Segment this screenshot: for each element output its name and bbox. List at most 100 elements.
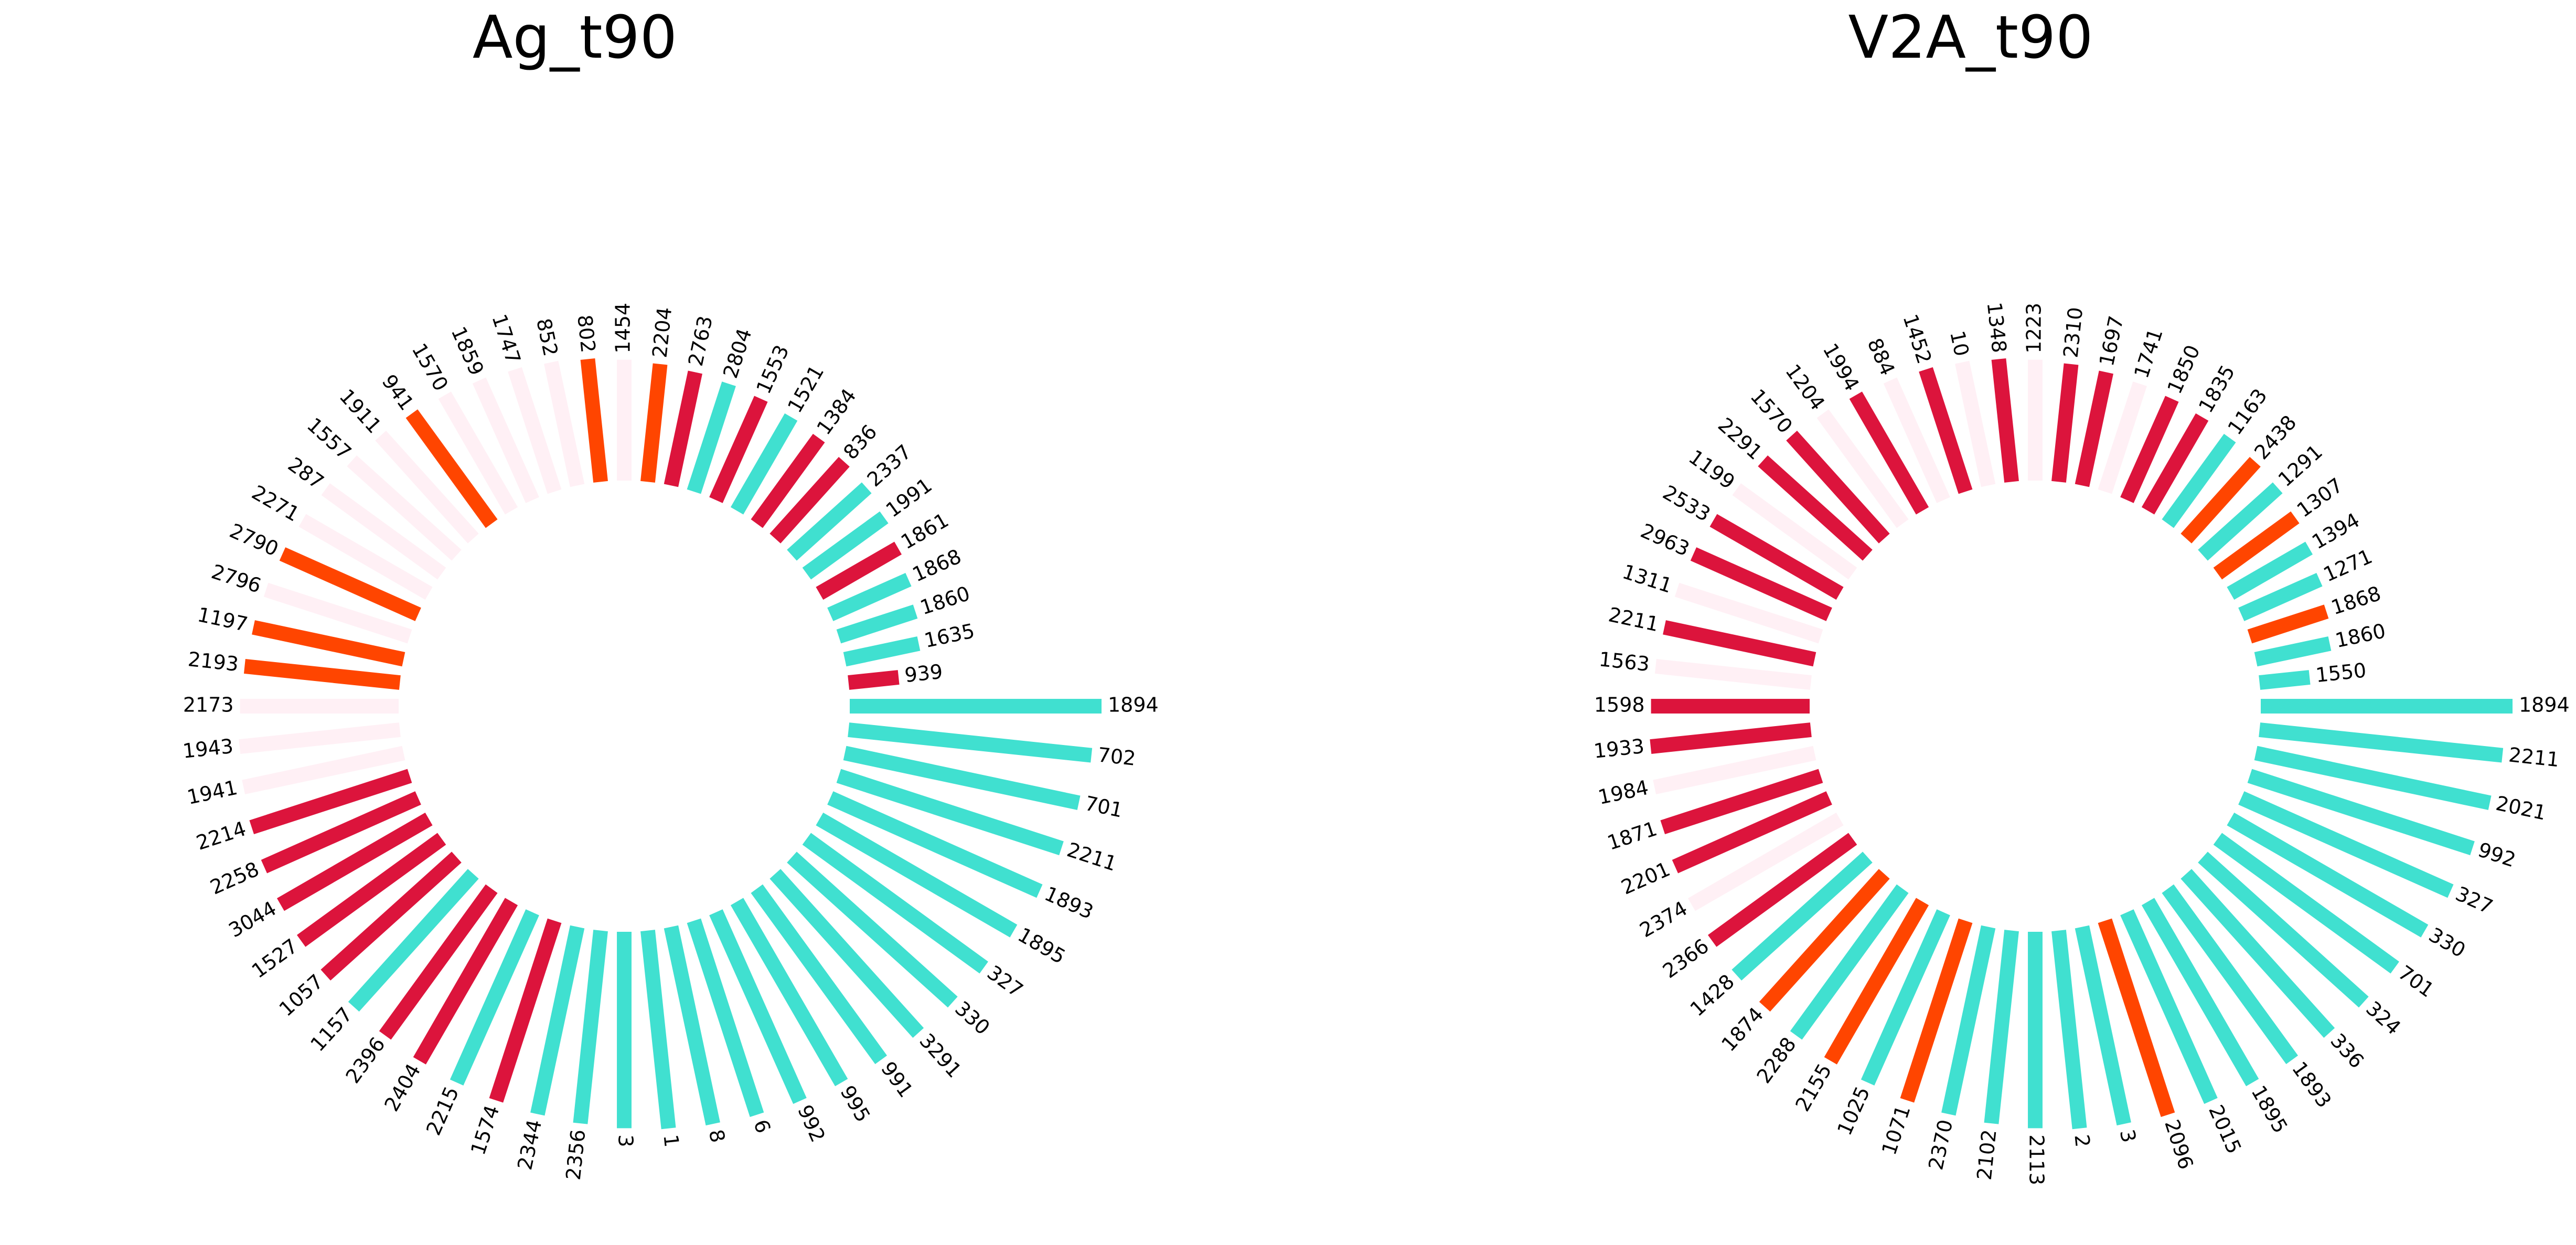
bar: [2141, 898, 2259, 1087]
bar-label: 1348: [1983, 301, 2011, 354]
bar: [709, 396, 768, 503]
bar: [2227, 812, 2429, 938]
bar: [1672, 791, 1832, 874]
bar-label: 1598: [1594, 694, 1645, 717]
bar: [544, 360, 585, 487]
chart-title: V2A_t90: [1848, 4, 2093, 72]
bar: [298, 514, 433, 600]
bar: [802, 833, 988, 974]
bar-label: 2: [2070, 1133, 2094, 1148]
bar: [617, 359, 632, 481]
bar-label: 1933: [1592, 735, 1645, 763]
bar: [375, 430, 479, 544]
bar: [2051, 930, 2087, 1130]
bar-label: 3: [614, 1134, 637, 1147]
bar: [321, 483, 446, 580]
bar: [836, 769, 1064, 856]
bar: [1663, 620, 1816, 667]
bar: [2254, 746, 2492, 810]
bar-label: 1894: [1108, 694, 1159, 717]
bar: [573, 930, 608, 1124]
bar: [617, 932, 632, 1129]
bar: [2261, 699, 2513, 714]
bar: [1790, 884, 1909, 1040]
bar: [709, 909, 807, 1104]
bar: [1653, 746, 1816, 794]
bar: [816, 812, 1018, 938]
bar: [2198, 852, 2369, 1008]
bar-label: 2102: [1973, 1129, 2001, 1182]
bar: [640, 363, 668, 483]
bar: [2198, 482, 2283, 561]
bar: [751, 884, 888, 1065]
bar: [848, 670, 900, 690]
bar-label: 2193: [187, 647, 240, 676]
bar: [2075, 370, 2113, 487]
bar: [240, 699, 399, 714]
bar: [1941, 925, 1996, 1116]
bar-label: 802: [573, 314, 600, 354]
bar: [263, 582, 412, 644]
bar: [1732, 483, 1857, 580]
bar-label: 2211: [2508, 743, 2561, 772]
bar: [2141, 413, 2209, 515]
bar: [1984, 930, 2019, 1124]
bar: [1674, 582, 1823, 644]
bar-label: 2204: [648, 306, 676, 359]
bar: [2238, 791, 2454, 898]
bar-label: 1454: [612, 303, 635, 354]
bar: [1955, 360, 1996, 487]
bar: [348, 869, 479, 1012]
bar: [1759, 869, 1890, 1012]
bar: [1690, 547, 1832, 621]
bar: [1758, 455, 1873, 561]
bar: [769, 456, 850, 544]
bar: [1816, 409, 1909, 528]
bar: [769, 869, 924, 1038]
bar: [2213, 511, 2300, 580]
bar: [687, 381, 736, 494]
chart-title: Ag_t90: [473, 4, 677, 72]
bar: [2028, 932, 2043, 1129]
bar: [2120, 909, 2218, 1104]
bar: [640, 930, 676, 1130]
bar: [687, 918, 764, 1118]
bar-label: 1: [659, 1133, 683, 1148]
bar: [787, 852, 958, 1008]
bar: [1660, 769, 1823, 835]
bar: [1861, 909, 1950, 1086]
bar: [239, 722, 401, 754]
bar: [347, 455, 462, 561]
bar: [249, 769, 412, 835]
bar: [530, 925, 585, 1116]
bar-label: 702: [1097, 743, 1137, 770]
bar: [850, 699, 1102, 714]
bar-label: 2113: [2025, 1134, 2048, 1185]
bar-label: 2356: [562, 1129, 590, 1182]
bar: [2120, 396, 2179, 503]
bar: [242, 746, 405, 794]
bar-label: 1563: [1598, 647, 1651, 676]
bar: [438, 391, 518, 515]
bar-label: 2310: [2059, 306, 2087, 359]
bar: [252, 620, 405, 667]
bar-label: 1943: [181, 735, 234, 763]
bar: [836, 604, 918, 644]
bar: [2180, 869, 2335, 1038]
bar: [816, 541, 902, 600]
bar: [2227, 541, 2313, 600]
bar: [2247, 769, 2475, 856]
bar: [787, 482, 872, 561]
bar: [243, 659, 401, 690]
bar: [413, 898, 518, 1065]
bar: [508, 367, 562, 494]
bar: [1786, 430, 1890, 544]
bar: [1650, 722, 1812, 754]
bar: [296, 833, 446, 947]
bar: [2162, 884, 2299, 1065]
bar: [730, 413, 798, 515]
bar: [848, 722, 1093, 763]
bar: [1849, 391, 1929, 515]
bar: [802, 511, 889, 580]
